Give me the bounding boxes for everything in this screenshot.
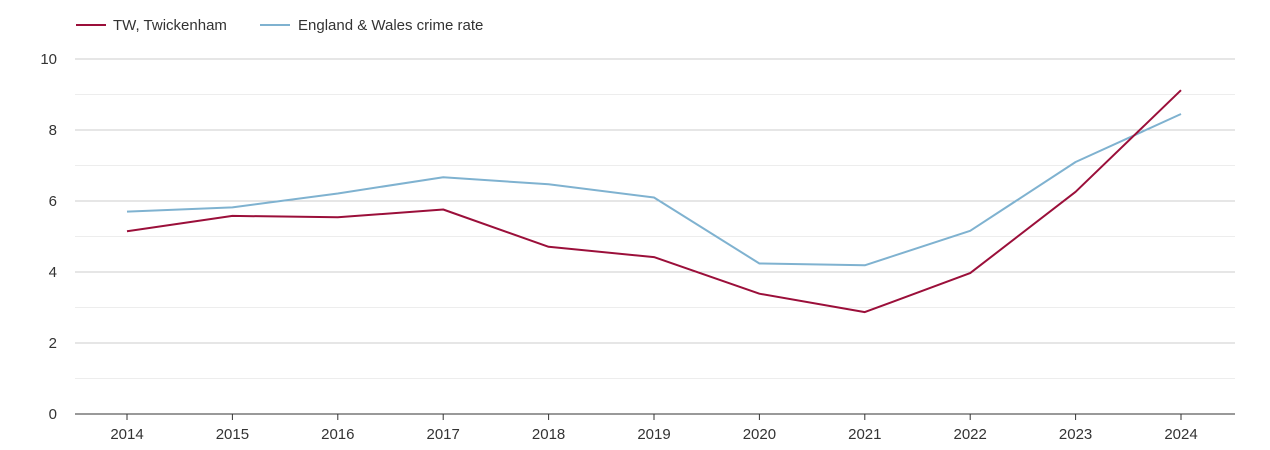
- legend-item-england-wales[interactable]: England & Wales crime rate: [260, 17, 483, 34]
- series-lines: [126, 89, 1182, 314]
- x-tick-label: 2023: [1059, 426, 1092, 443]
- y-tick-label: 8: [49, 122, 57, 139]
- x-tick-label: 2017: [427, 426, 460, 443]
- y-tick-label: 2: [49, 335, 57, 352]
- x-tick-label: 2014: [110, 426, 143, 443]
- y-tick-label: 6: [49, 193, 57, 210]
- x-tick-label: 2021: [848, 426, 881, 443]
- legend-label-england-wales: England & Wales crime rate: [298, 17, 483, 34]
- legend: TW, Twickenham England & Wales crime rat…: [76, 17, 483, 34]
- y-tick-label: 4: [49, 264, 57, 281]
- x-tick-label: 2020: [743, 426, 776, 443]
- series-line-twickenham: [126, 89, 1182, 314]
- x-tick-label: 2024: [1164, 426, 1197, 443]
- x-tick-label: 2022: [954, 426, 987, 443]
- y-tick-label: 10: [40, 51, 57, 68]
- gridlines: [75, 58, 1235, 379]
- legend-item-twickenham[interactable]: TW, Twickenham: [76, 17, 227, 34]
- x-tick-label: 2016: [321, 426, 354, 443]
- axes: 0 2 4 6 8 10 2014 2015 2016 2017 2018 2019 2020 2021 2…: [40, 51, 1235, 443]
- legend-label-twickenham: TW, Twickenham: [113, 17, 227, 34]
- y-tick-label: 0: [49, 406, 57, 423]
- x-tick-label: 2018: [532, 426, 565, 443]
- x-tick-label: 2019: [637, 426, 670, 443]
- x-tick-label: 2015: [216, 426, 249, 443]
- series-line-england-wales: [126, 113, 1182, 267]
